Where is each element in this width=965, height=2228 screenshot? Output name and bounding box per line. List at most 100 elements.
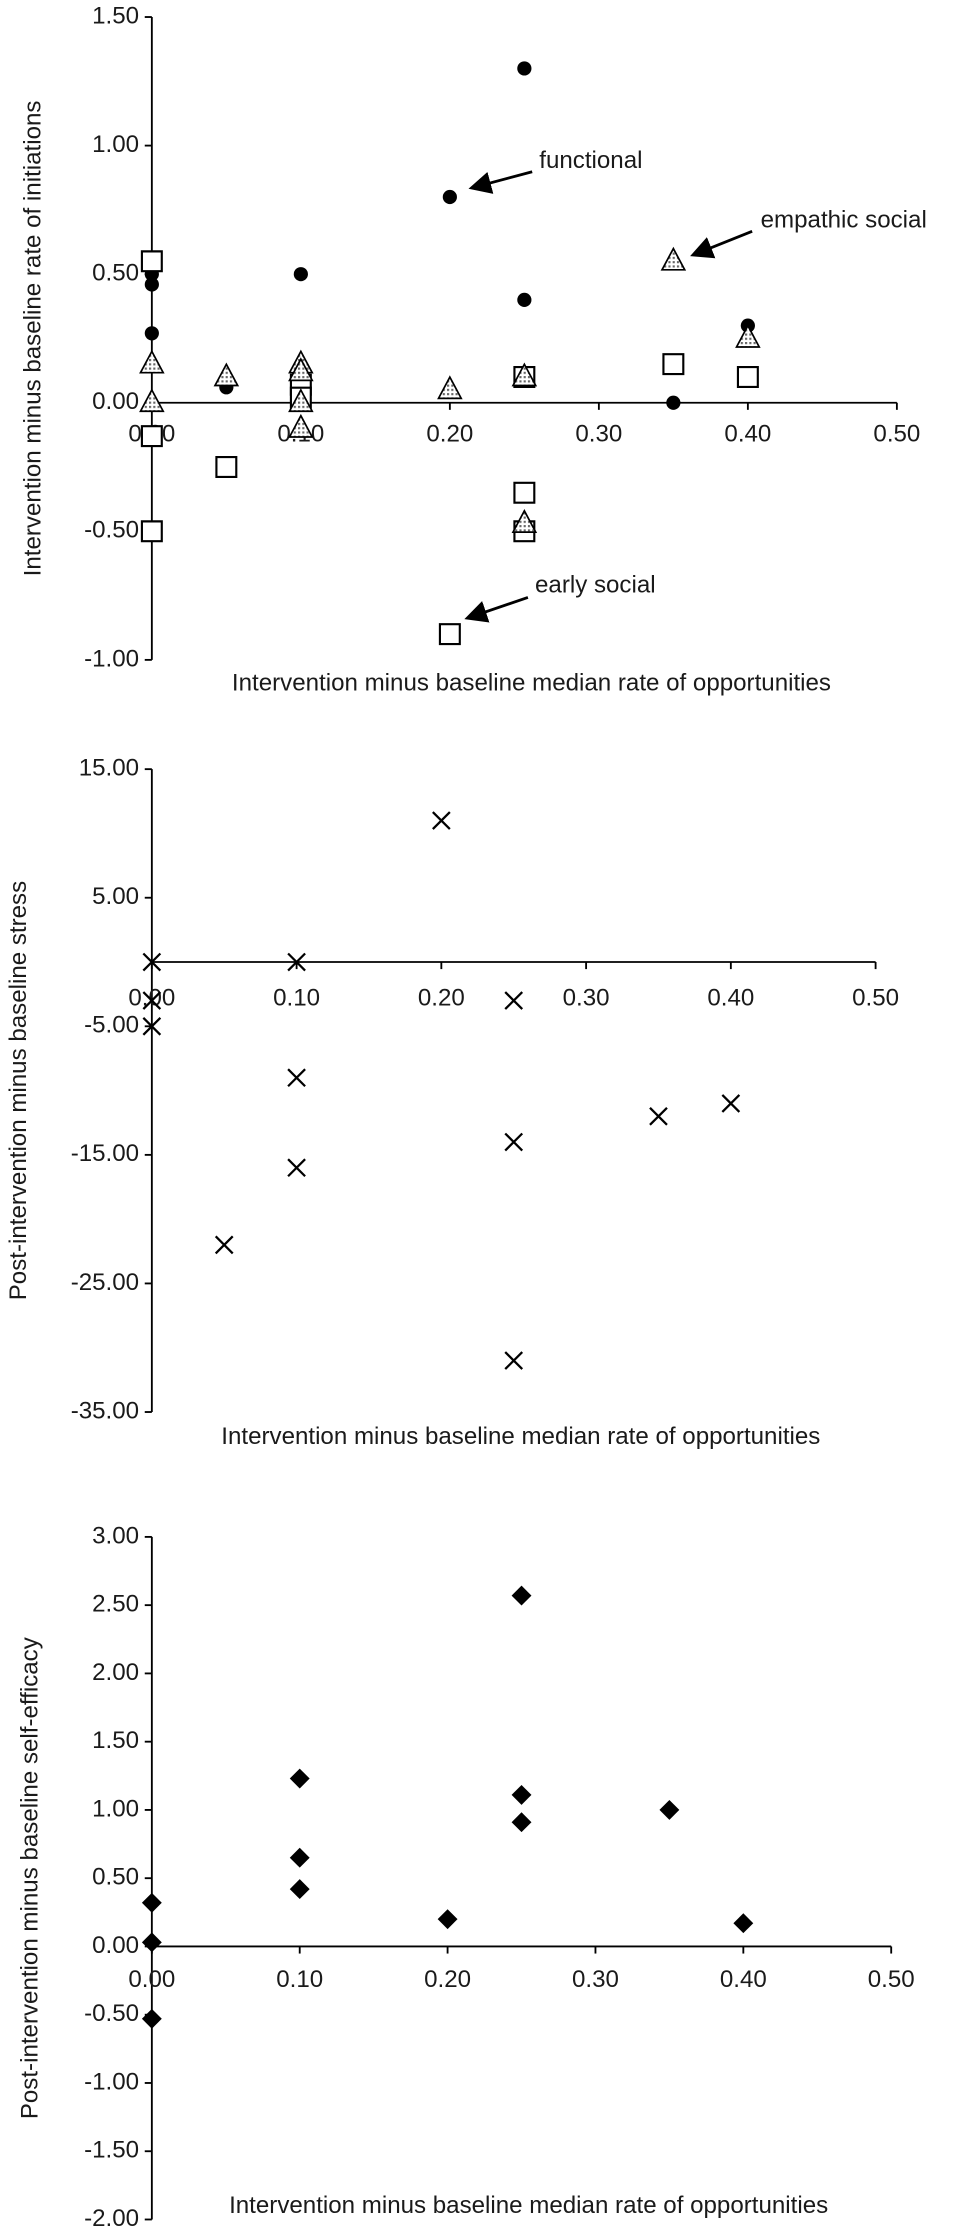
y-tick-label: 0.00 [92, 1932, 139, 1959]
point [287, 1068, 306, 1088]
x-tick-label: 0.20 [418, 984, 465, 1011]
point [141, 2008, 162, 2029]
y-tick-label: -0.50 [84, 517, 139, 544]
x-tick-label: 0.30 [572, 1966, 619, 1993]
point [511, 1812, 532, 1833]
y-tick-label: -2.00 [84, 2205, 139, 2228]
point [733, 1913, 754, 1934]
series-annotation: early social [535, 571, 656, 598]
point [442, 189, 457, 205]
point [144, 326, 159, 341]
point [288, 388, 314, 413]
point [142, 991, 162, 1010]
point [437, 375, 463, 400]
point [437, 1909, 458, 1930]
y-tick-label: -35.00 [71, 1397, 139, 1424]
annotation-arrow [690, 229, 753, 259]
point [289, 1847, 310, 1868]
annotation-arrow [464, 596, 529, 623]
x-tick-label: 0.50 [873, 421, 920, 448]
point [142, 1016, 162, 1036]
point [432, 811, 451, 830]
point [139, 349, 165, 374]
point [438, 623, 461, 646]
x-tick-label: 0.10 [276, 1966, 323, 1993]
point [287, 1158, 306, 1178]
x-tick-label: 0.20 [426, 421, 473, 448]
point [140, 425, 163, 448]
y-tick-label: 1.00 [92, 1795, 139, 1822]
point [513, 481, 536, 504]
y-tick-label: 1.50 [92, 2, 139, 29]
y-tick-label: -1.00 [84, 2068, 139, 2095]
point [215, 456, 238, 479]
point [511, 1784, 532, 1805]
point [504, 991, 524, 1010]
series-annotation: functional [539, 147, 642, 174]
point [517, 292, 532, 307]
y-axis-title: Post-intervention minus baseline self-ef… [17, 1637, 44, 2119]
point [214, 1235, 234, 1255]
series-annotation: empathic social [761, 207, 927, 234]
point [659, 1800, 680, 1820]
point [649, 1106, 668, 1126]
point [140, 250, 163, 273]
point [289, 1768, 310, 1789]
x-tick-label: 0.30 [575, 421, 622, 448]
point [141, 1932, 162, 1953]
point [293, 267, 308, 282]
y-tick-label: -0.50 [84, 2000, 139, 2027]
x-tick-label: 0.10 [273, 984, 320, 1011]
point [736, 366, 759, 389]
x-tick-label: 0.40 [720, 1966, 767, 1993]
y-axis-title: Intervention minus baseline rate of init… [19, 101, 46, 577]
point [288, 413, 314, 438]
point [140, 520, 163, 543]
x-tick-label: 0.50 [852, 984, 899, 1011]
x-axis-title: Intervention minus baseline median rate … [232, 669, 831, 696]
x-axis-title: Intervention minus baseline median rate … [221, 1423, 820, 1450]
point [289, 1879, 310, 1900]
y-tick-label: -15.00 [71, 1140, 139, 1167]
y-tick-label: 2.50 [92, 1591, 139, 1618]
point [511, 509, 538, 533]
annotation-arrow [468, 170, 533, 194]
point [721, 1094, 741, 1113]
point [139, 388, 165, 413]
point [287, 952, 306, 972]
point [511, 1585, 532, 1606]
x-axis-title: Intervention minus baseline median rate … [229, 2192, 828, 2219]
x-tick-label: 0.00 [128, 984, 175, 1011]
point [735, 323, 761, 348]
y-tick-label: 5.00 [92, 883, 139, 910]
y-tick-label: 1.50 [92, 1727, 139, 1754]
x-tick-label: 0.30 [563, 984, 610, 1011]
point [511, 362, 538, 387]
x-tick-label: 0.20 [424, 1966, 471, 1993]
x-tick-label: 0.40 [724, 421, 771, 448]
point [517, 61, 532, 76]
point [666, 395, 681, 410]
y-tick-label: 1.00 [92, 131, 139, 158]
y-tick-label: 3.00 [92, 1522, 139, 1549]
point [142, 952, 162, 972]
point [144, 277, 159, 292]
point [213, 362, 240, 387]
y-tick-label: -5.00 [84, 1012, 139, 1039]
y-tick-label: -1.50 [84, 2137, 139, 2164]
y-tick-label: 0.50 [92, 260, 139, 287]
y-tick-label: -25.00 [71, 1269, 139, 1296]
y-tick-label: 0.50 [92, 1864, 139, 1891]
y-tick-label: 0.00 [92, 388, 139, 415]
point [662, 353, 685, 376]
y-tick-label: 2.00 [92, 1659, 139, 1686]
x-tick-label: 0.40 [707, 984, 754, 1011]
y-axis-title: Post-intervention minus baseline stress [5, 881, 32, 1300]
point [504, 1132, 524, 1152]
y-tick-label: 15.00 [79, 755, 139, 782]
y-tick-label: -1.00 [84, 645, 139, 672]
x-tick-label: 0.00 [128, 1966, 175, 1993]
point [660, 246, 687, 271]
